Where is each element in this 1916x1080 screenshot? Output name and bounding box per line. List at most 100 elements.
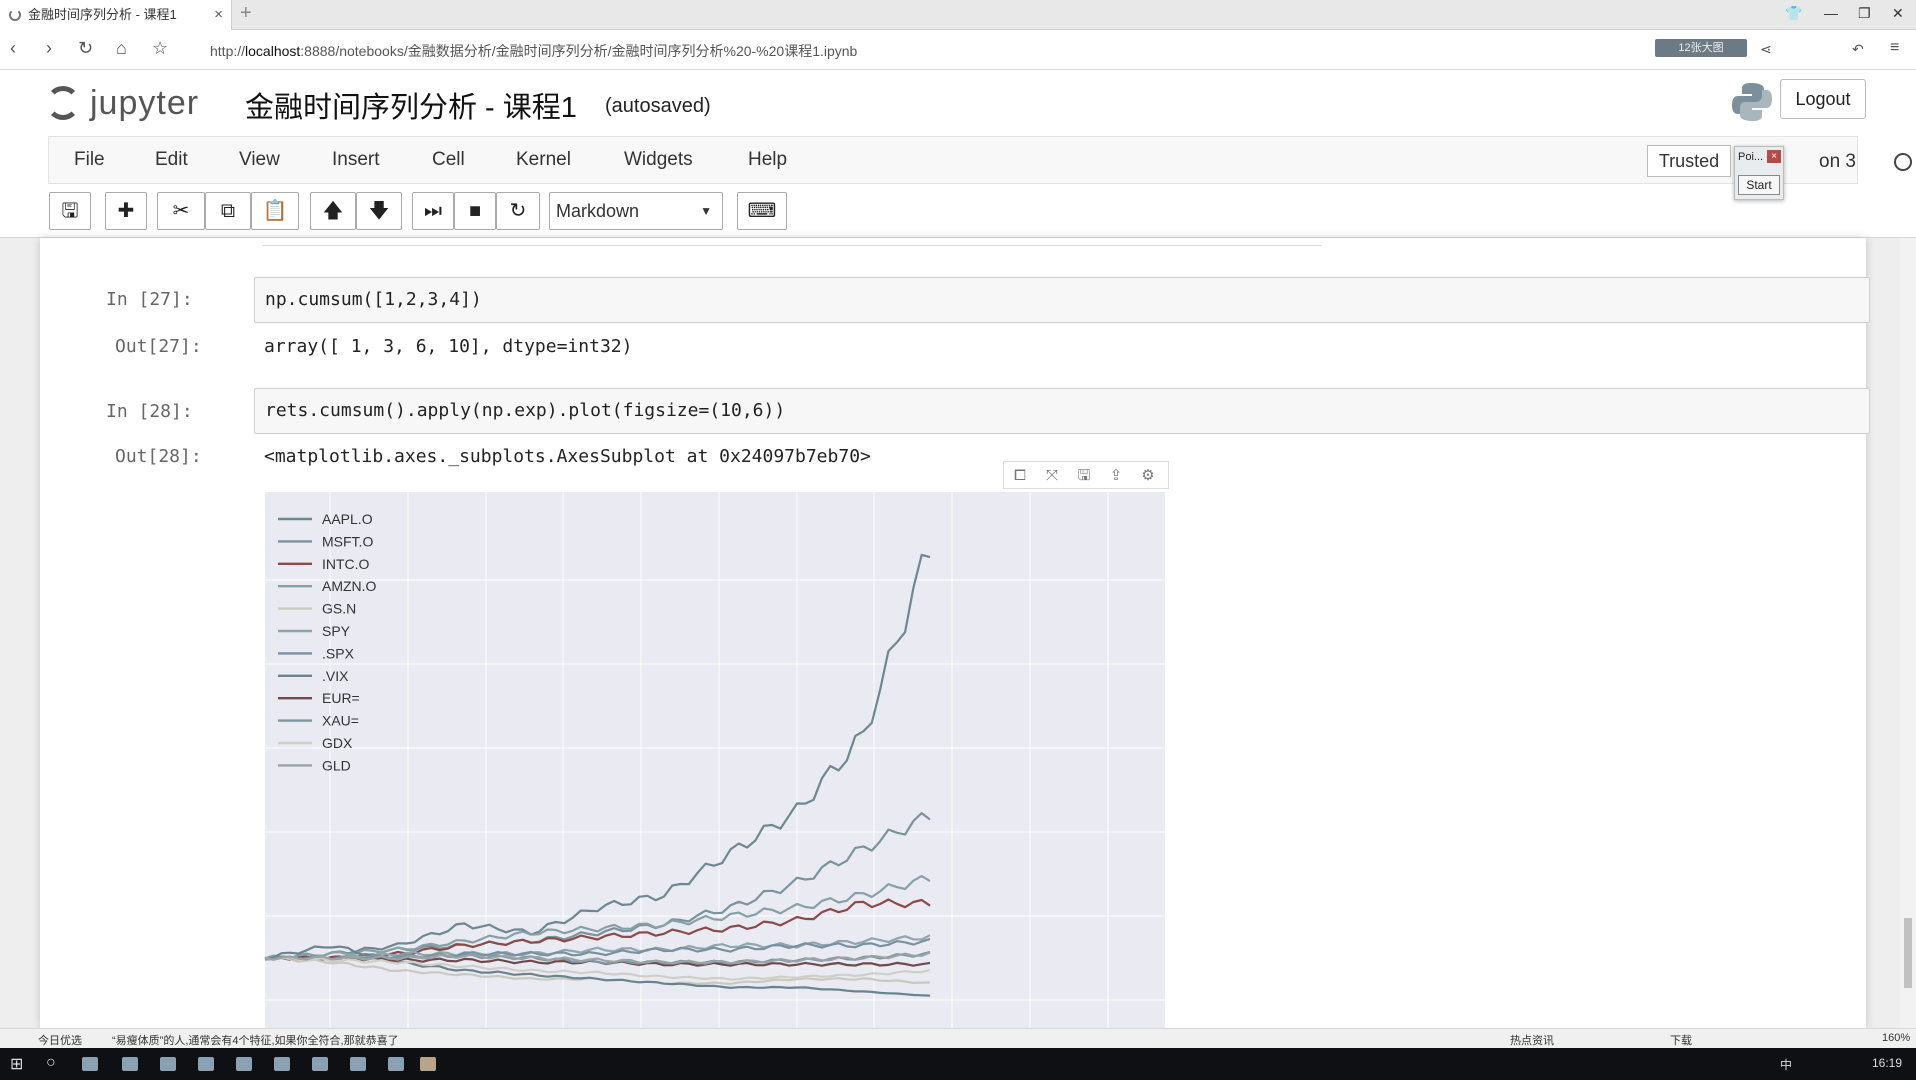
- figure-copy-icon[interactable]: ⧠: [1013, 467, 1026, 484]
- back-icon[interactable]: ‹: [10, 38, 16, 58]
- status-download[interactable]: 下载: [1670, 1035, 1692, 1047]
- code-cell-27[interactable]: np.cumsum([1,2,3,4]): [254, 277, 1870, 323]
- menu-file[interactable]: File: [74, 149, 105, 170]
- reload-icon[interactable]: ↻: [78, 38, 94, 58]
- status-today[interactable]: 今日优选: [38, 1035, 82, 1047]
- app-icon-8[interactable]: [388, 1057, 404, 1071]
- undo-icon[interactable]: ↶: [1852, 41, 1864, 57]
- page-scrollbar[interactable]: [1900, 238, 1916, 1028]
- menu-icon[interactable]: ≡: [1890, 39, 1900, 56]
- app-icon-4[interactable]: [236, 1057, 252, 1071]
- popup-close-icon[interactable]: ×: [1767, 150, 1781, 163]
- app-icon-1[interactable]: [122, 1057, 138, 1071]
- legend-label: AMZN.O: [322, 578, 377, 594]
- app-icon-5[interactable]: [274, 1057, 290, 1071]
- status-hot-news[interactable]: 热点资讯: [1510, 1035, 1554, 1047]
- clock[interactable]: 16:19: [1872, 1056, 1903, 1070]
- loading-icon: [9, 9, 21, 21]
- app-icon-6[interactable]: [312, 1057, 328, 1071]
- python-logo-icon: [1732, 83, 1772, 121]
- restart-button[interactable]: ↻: [496, 192, 540, 230]
- close-window-icon[interactable]: ✕: [1892, 5, 1904, 21]
- figure-save-icon[interactable]: 🖫: [1077, 467, 1091, 484]
- legend-label: INTC.O: [322, 556, 370, 572]
- add-cell-button[interactable]: ✚: [105, 192, 147, 230]
- menu-view[interactable]: View: [239, 149, 280, 170]
- ime-indicator[interactable]: 中: [1780, 1058, 1793, 1072]
- bookmark-star-icon[interactable]: ☆: [152, 38, 169, 58]
- menu-insert[interactable]: Insert: [332, 149, 380, 170]
- keyboard-icon: ⌨: [747, 200, 777, 222]
- legend-label: AAPL.O: [322, 511, 373, 527]
- cell-type-value: Markdown: [556, 201, 640, 221]
- figure-expand-icon[interactable]: ⤧: [1045, 467, 1058, 484]
- cut-button[interactable]: ✂: [157, 192, 205, 230]
- tab-close-icon[interactable]: ×: [214, 6, 223, 23]
- save-button[interactable]: 🖫: [49, 192, 91, 230]
- code-cell-28[interactable]: rets.cumsum().apply(np.exp).plot(figsize…: [254, 388, 1870, 434]
- url-field[interactable]: http://localhost:8888/notebooks/金融数据分析/金…: [210, 43, 858, 59]
- share-icon[interactable]: ⋖: [1760, 41, 1772, 57]
- save-icon: 🖫: [61, 200, 79, 222]
- shirt-icon[interactable]: 👕: [1785, 5, 1803, 21]
- app-icon-3[interactable]: [198, 1057, 214, 1071]
- cut-icon: ✂: [172, 200, 190, 222]
- command-palette-button[interactable]: ⌨: [737, 192, 787, 230]
- menu-cell[interactable]: Cell: [432, 149, 465, 170]
- run-icon: ⏭: [424, 200, 442, 222]
- run-button[interactable]: ⏭: [412, 192, 454, 230]
- out-prompt-28: Out[28]:: [115, 446, 202, 467]
- series-line-gdx: [264, 956, 931, 981]
- menu-widgets[interactable]: Widgets: [624, 149, 693, 170]
- status-zoom[interactable]: 160%: [1882, 1032, 1911, 1044]
- menubar: File Edit View Insert Cell Kernel Widget…: [48, 136, 1912, 184]
- browser-tab[interactable]: 金融时间序列分析 - 课程1 ×: [0, 0, 232, 30]
- figure-share-icon[interactable]: ⇪: [1109, 467, 1123, 484]
- copy-button[interactable]: ⧉: [205, 192, 251, 230]
- address-bar: ‹ › ↻ ⌂ ☆ http://localhost:8888/notebook…: [0, 30, 1916, 70]
- stop-button[interactable]: ■: [454, 192, 496, 230]
- trusted-indicator[interactable]: Trusted: [1647, 145, 1731, 177]
- paste-button[interactable]: 📋: [251, 192, 299, 230]
- windows-start-icon[interactable]: ⊞: [10, 1056, 24, 1073]
- menu-kernel[interactable]: Kernel: [516, 149, 571, 170]
- move-up-button[interactable]: 🡅: [310, 192, 356, 230]
- legend-label: GS.N: [322, 601, 356, 617]
- figure-settings-icon[interactable]: ⚙: [1141, 467, 1155, 484]
- restore-icon[interactable]: ❐: [1858, 5, 1871, 21]
- address-bar-widget[interactable]: 12张大图: [1655, 39, 1747, 57]
- legend-label: .SPX: [322, 645, 355, 661]
- copy-icon: ⧉: [220, 200, 236, 222]
- windows-taskbar: ⊞ ○ 中 16:19: [0, 1048, 1916, 1080]
- browser-tab-strip: 金融时间序列分析 - 课程1 × + 👕 — ❐ ✕: [0, 0, 1916, 30]
- search-icon[interactable]: ○: [46, 1054, 56, 1071]
- previous-cell-edge: [262, 238, 1322, 246]
- app-icon-2[interactable]: [160, 1057, 176, 1071]
- menu-edit[interactable]: Edit: [155, 149, 188, 170]
- cell-type-select[interactable]: Markdown ▼: [549, 192, 723, 230]
- chart-series: [264, 553, 931, 997]
- status-headline[interactable]: “易瘦体质”的人,通常会有4个特征,如果你全符合,那就恭喜了: [112, 1035, 399, 1047]
- figure-toolbar: ⧠ ⤧ 🖫 ⇪ ⚙: [1003, 461, 1169, 489]
- new-tab-button[interactable]: +: [240, 2, 252, 24]
- scrollbar-thumb[interactable]: [1904, 918, 1912, 988]
- forward-icon[interactable]: ›: [46, 38, 52, 58]
- notebook-title[interactable]: 金融时间序列分析 - 课程1: [245, 92, 577, 124]
- popup-start-button[interactable]: Start: [1738, 175, 1780, 195]
- app-icon-7[interactable]: [350, 1057, 366, 1071]
- chevron-down-icon: ▼: [700, 204, 712, 218]
- jupyter-logo-icon: [46, 86, 80, 120]
- paste-icon: 📋: [262, 200, 288, 222]
- menu-help[interactable]: Help: [748, 149, 788, 170]
- move-down-icon: 🡇: [368, 200, 390, 222]
- move-down-button[interactable]: 🡇: [356, 192, 402, 230]
- kernel-name: on 3: [1819, 151, 1856, 172]
- home-icon[interactable]: ⌂: [116, 38, 127, 58]
- series-line-gld: [264, 951, 931, 965]
- logout-button[interactable]: Logout: [1780, 79, 1866, 119]
- chart-grid: [265, 492, 1165, 1028]
- task-view-icon[interactable]: [82, 1057, 98, 1071]
- app-icon-9[interactable]: [420, 1057, 436, 1071]
- minimize-icon[interactable]: —: [1824, 5, 1838, 21]
- legend-label: SPY: [322, 623, 351, 639]
